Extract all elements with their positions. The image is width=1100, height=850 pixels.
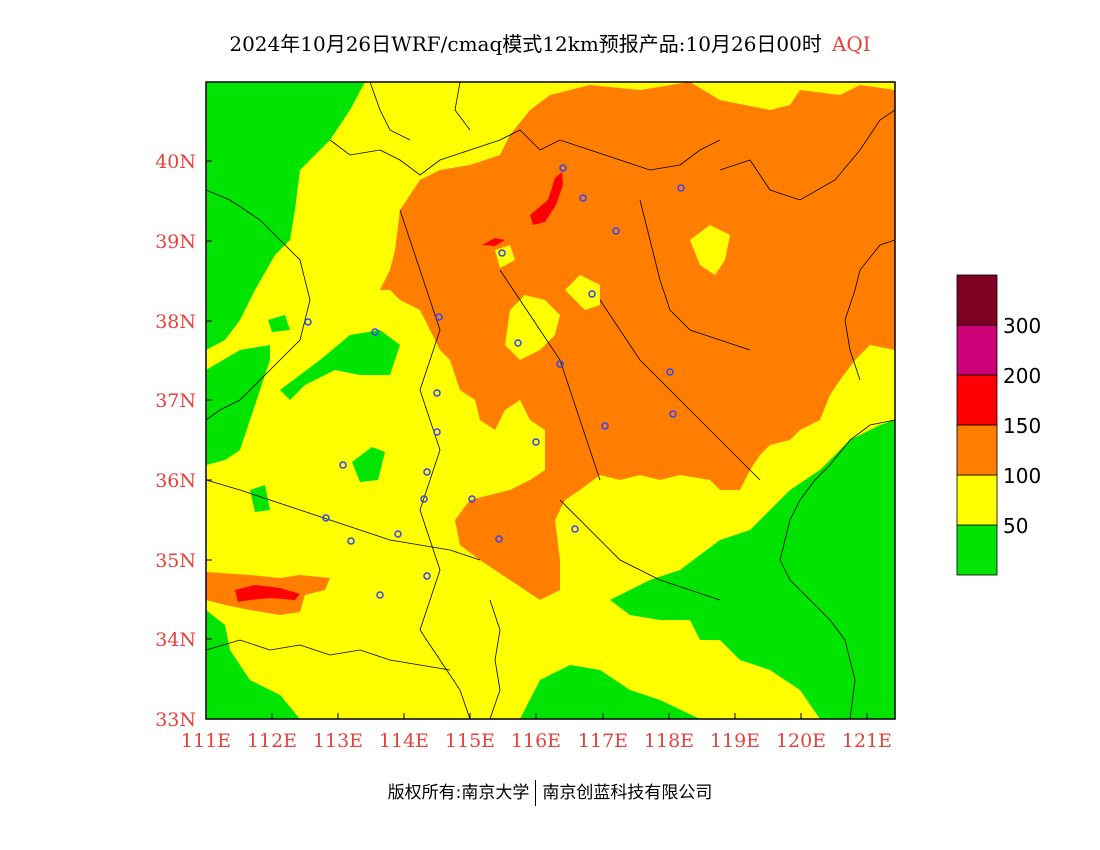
lat-label-37n: 37N — [155, 390, 196, 412]
lon-label-115e: 115E — [445, 730, 495, 752]
lat-label-34n: 34N — [155, 629, 196, 651]
lat-label-38n: 38N — [155, 311, 196, 333]
legend-swatch-unhealthy-sensitive — [956, 424, 998, 476]
lat-label-40n: 40N — [155, 151, 196, 173]
lon-label-116e: 116E — [511, 730, 561, 752]
lon-label-121e: 121E — [842, 730, 892, 752]
lat-label-35n: 35N — [155, 550, 196, 572]
footer-right: 南京创蓝科技有限公司 — [542, 783, 713, 803]
lat-label-36n: 36N — [155, 470, 196, 492]
map-title: 2024年10月26日WRF/cmaq模式12km预报产品:10月26日00时 A… — [0, 28, 1100, 57]
lon-label-118e: 118E — [644, 730, 694, 752]
legend-label-50: 50 — [1003, 514, 1028, 538]
legend-swatch-good — [956, 524, 998, 576]
legend-swatch-very-unhealthy — [956, 324, 998, 376]
lon-label-117e: 117E — [578, 730, 628, 752]
legend-label-200: 200 — [1003, 364, 1041, 388]
lon-label-112e: 112E — [247, 730, 297, 752]
lat-label-39n: 39N — [155, 231, 196, 253]
footer-left: 版权所有:南京大学 — [387, 783, 530, 803]
lat-label-33n: 33N — [155, 709, 196, 731]
lon-label-120e: 120E — [776, 730, 826, 752]
legend-label-100: 100 — [1003, 464, 1041, 488]
legend-swatch-unhealthy — [956, 374, 998, 426]
legend-label-150: 150 — [1003, 414, 1041, 438]
lon-label-114e: 114E — [379, 730, 429, 752]
title-main: 2024年10月26日WRF/cmaq模式12km预报产品:10月26日00时 — [229, 32, 822, 56]
title-variable: AQI — [831, 32, 871, 56]
copyright-footer: 版权所有:南京大学 南京创蓝科技有限公司 — [0, 778, 1100, 806]
aqi-legend: 50 100 150 200 300 — [956, 274, 1041, 576]
legend-swatch-moderate — [956, 474, 998, 526]
legend-swatch-hazardous — [956, 274, 998, 326]
lon-label-111e: 111E — [181, 730, 231, 752]
legend-label-300: 300 — [1003, 314, 1041, 338]
lon-label-113e: 113E — [313, 730, 363, 752]
lon-label-119e: 119E — [710, 730, 760, 752]
footer-separator — [535, 780, 537, 806]
map-plot-area — [206, 82, 895, 719]
